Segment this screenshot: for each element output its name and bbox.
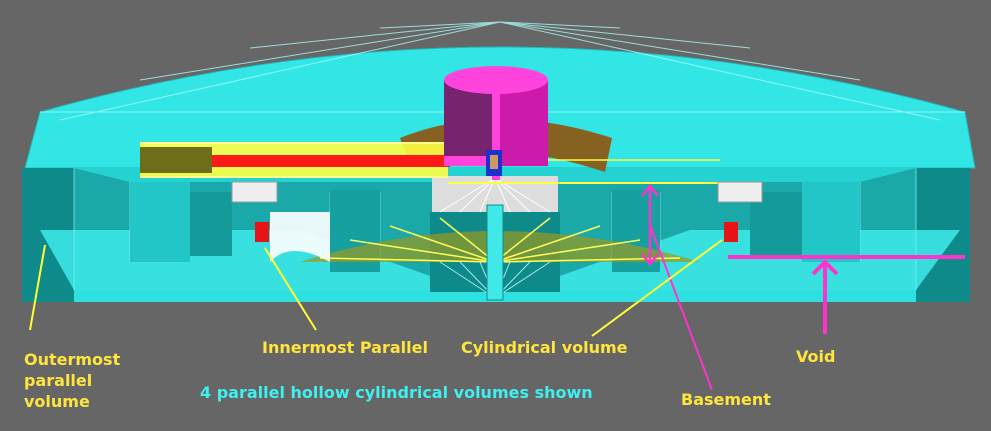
outermost-leader	[29, 244, 46, 331]
cylindrical-leader	[591, 239, 723, 337]
label-outermost-line3: volume	[24, 392, 90, 411]
small-blocks	[231, 181, 763, 262]
label-outermost-line2: parallel	[24, 371, 92, 390]
label-innermost: Innermost Parallel	[262, 338, 428, 357]
basement-pointer	[641, 183, 713, 391]
label-note: 4 parallel hollow cylindrical volumes sh…	[200, 383, 593, 402]
label-outermost-line1: Outermost	[24, 350, 121, 369]
central-cylinder	[444, 66, 548, 180]
central-bowl	[432, 176, 558, 301]
label-cylindrical: Cylindrical volume	[461, 338, 628, 357]
leader-lines	[29, 239, 723, 337]
labels: Outermost parallel volume Innermost Para…	[24, 338, 835, 411]
label-basement: Basement	[681, 390, 771, 409]
label-void: Void	[796, 347, 835, 366]
innermost-leader	[264, 247, 317, 331]
void-pointer	[728, 255, 965, 334]
